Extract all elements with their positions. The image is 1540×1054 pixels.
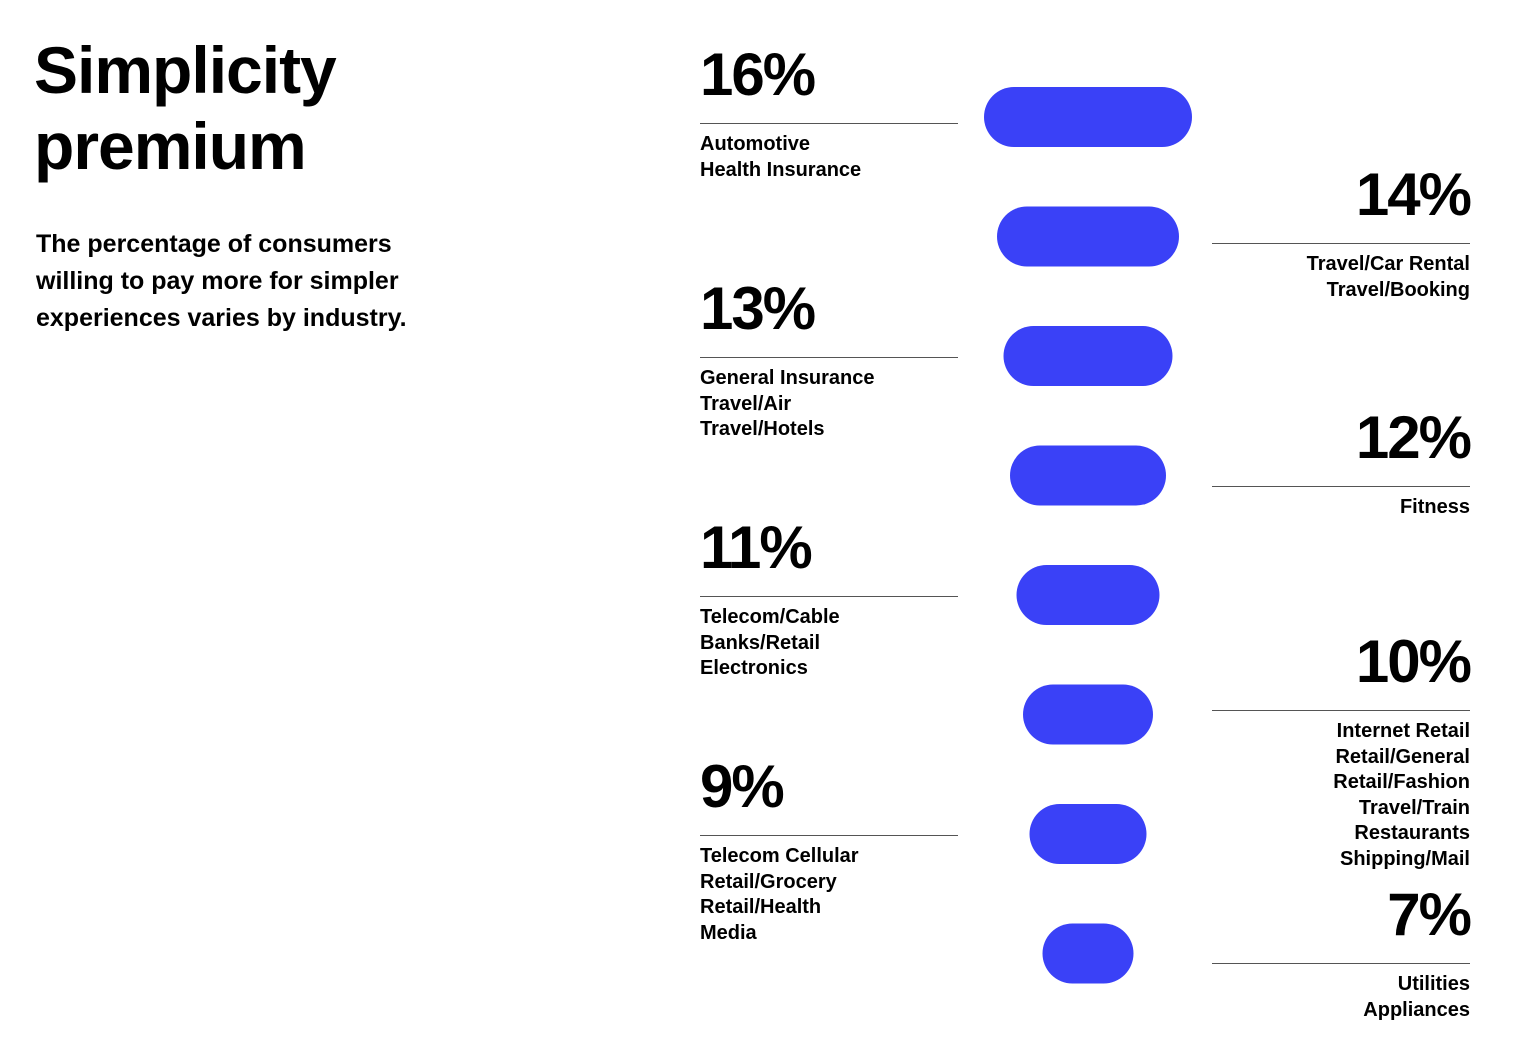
group-9: 9% Telecom Cellular Retail/Grocery Retai… — [700, 757, 958, 946]
industry-list: Travel/Car Rental Travel/Booking — [1212, 252, 1470, 303]
chart-subtitle: The percentage of consumers willing to p… — [36, 230, 407, 332]
industry-item: Travel/Air — [700, 392, 792, 415]
industry-item: Appliances — [1363, 998, 1470, 1021]
industry-item: Travel/Car Rental — [1306, 253, 1470, 275]
industry-list: Automotive Health Insurance — [700, 132, 958, 183]
group-7: 7% Utilities Appliances — [1212, 881, 1472, 1023]
industry-list: Telecom/Cable Banks/Retail Electronics — [700, 605, 958, 682]
percent-label: 12% — [1355, 404, 1472, 471]
divider-line — [700, 835, 958, 836]
percent-label: 14% — [1355, 161, 1472, 228]
divider-line — [1212, 963, 1470, 964]
industry-item: Utilities — [1397, 973, 1470, 995]
industry-item: Health Insurance — [700, 158, 862, 181]
industry-list: Utilities Appliances — [1212, 972, 1470, 1023]
industry-list: Internet Retail Retail/General Retail/Fa… — [1212, 719, 1470, 872]
percent-label: 16% — [700, 41, 816, 108]
divider-line — [1212, 243, 1470, 244]
divider-line — [700, 596, 958, 597]
bar-7pct — [1042, 923, 1134, 984]
percent-label: 9% — [700, 753, 785, 820]
page-title: Simplicity premium — [34, 33, 337, 183]
divider-line — [700, 357, 958, 358]
bar-12pct — [1010, 445, 1166, 506]
industry-item: Telecom Cellular — [700, 845, 859, 867]
industry-list: Telecom Cellular Retail/Grocery Retail/H… — [700, 844, 958, 946]
bar-16pct — [984, 87, 1192, 147]
industry-item: Automotive — [700, 133, 810, 155]
divider-line — [700, 123, 958, 124]
industry-item: Shipping/Mail — [1340, 847, 1470, 870]
group-13: 13% General Insurance Travel/Air Travel/… — [700, 279, 958, 443]
bar-14pct — [997, 206, 1179, 267]
industry-item: Electronics — [700, 657, 808, 679]
industry-item: Retail/Grocery — [700, 870, 837, 893]
divider-line — [1212, 710, 1470, 711]
industry-item: Restaurants — [1354, 822, 1470, 844]
industry-item: Banks/Retail — [700, 631, 821, 654]
industry-list: General Insurance Travel/Air Travel/Hote… — [700, 366, 958, 443]
industry-list: Fitness — [1212, 495, 1470, 521]
group-11: 11% Telecom/Cable Banks/Retail Electroni… — [700, 518, 958, 682]
industry-item: Retail/General — [1335, 745, 1470, 768]
industry-item: Fitness — [1399, 496, 1470, 518]
percent-label: 7% — [1387, 881, 1472, 948]
bar-13pct — [1003, 326, 1173, 386]
industry-item: Internet Retail — [1336, 720, 1470, 742]
industry-item: Travel/Hotels — [700, 418, 825, 440]
industry-item: Media — [700, 921, 757, 944]
percent-label: 13% — [700, 275, 816, 342]
group-12: 12% Fitness — [1212, 404, 1472, 521]
percent-label: 10% — [1355, 628, 1472, 695]
group-10: 10% Internet Retail Retail/General Retai… — [1212, 628, 1472, 872]
bar-10pct — [1023, 684, 1153, 745]
percent-label: 11% — [700, 514, 813, 581]
industry-item: Travel/Booking — [1326, 278, 1470, 301]
industry-item: Retail/Fashion — [1333, 771, 1470, 793]
bar-9pct — [1029, 804, 1147, 864]
industry-item: Retail/Health — [700, 896, 822, 918]
industry-item: Travel/Train — [1358, 796, 1470, 819]
industry-item: Telecom/Cable — [700, 606, 840, 628]
group-16: 16% Automotive Health Insurance — [700, 45, 958, 183]
bar-11pct — [1016, 565, 1160, 625]
group-14: 14% Travel/Car Rental Travel/Booking — [1212, 161, 1472, 303]
divider-line — [1212, 486, 1470, 487]
industry-item: General Insurance — [700, 367, 875, 389]
